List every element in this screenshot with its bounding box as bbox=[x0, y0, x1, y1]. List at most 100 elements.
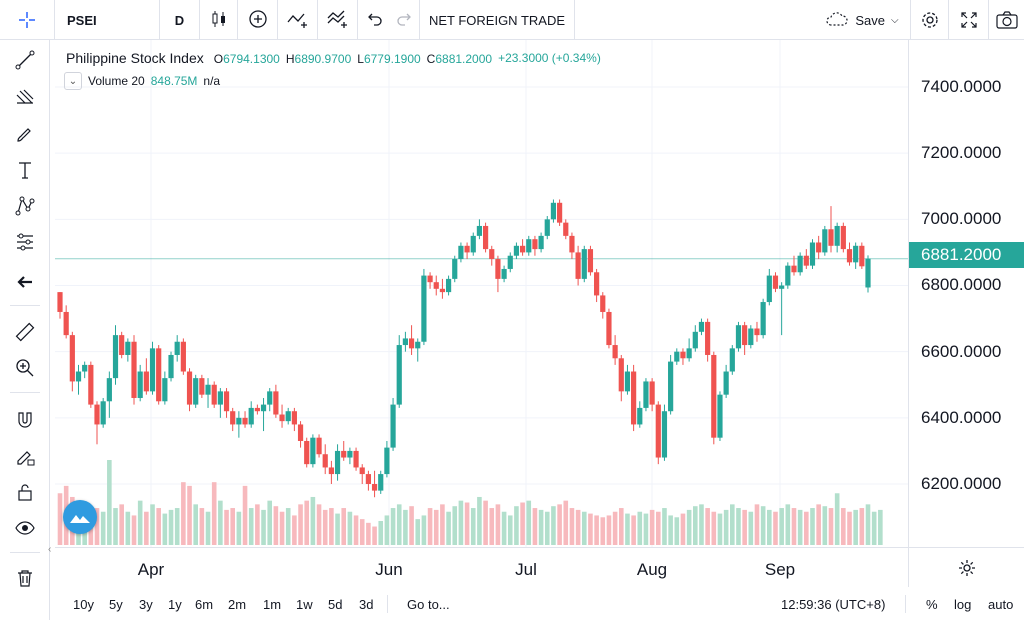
volume-bar bbox=[292, 515, 297, 545]
candle-body bbox=[106, 378, 112, 402]
volume-bar bbox=[711, 511, 717, 545]
volume-bar bbox=[335, 513, 340, 545]
volume-bar bbox=[717, 513, 723, 545]
candle-body bbox=[661, 411, 668, 458]
volume-bar bbox=[261, 509, 266, 545]
eye-icon[interactable] bbox=[9, 514, 41, 542]
brush-icon[interactable] bbox=[9, 120, 41, 148]
candle-body bbox=[119, 335, 125, 355]
time-axis[interactable]: Apr Jun Jul Aug Sep bbox=[55, 547, 908, 587]
candle-body bbox=[156, 348, 162, 402]
time-tick: Apr bbox=[137, 560, 165, 579]
gear-icon[interactable] bbox=[910, 0, 948, 40]
candle-body bbox=[828, 229, 834, 246]
prediction-icon[interactable] bbox=[9, 228, 41, 256]
candle-body bbox=[371, 484, 378, 491]
lock-pencil-icon[interactable] bbox=[9, 442, 41, 470]
volume-bar bbox=[230, 508, 236, 545]
price-scale[interactable]: 7400.0000 7200.0000 7000.0000 6800.0000 … bbox=[908, 40, 1024, 547]
auto-toggle[interactable]: auto bbox=[988, 597, 1014, 612]
chevron-down-icon[interactable]: ⌄ bbox=[64, 72, 82, 90]
crosshair-icon[interactable] bbox=[0, 0, 55, 40]
candle-body bbox=[162, 378, 168, 402]
chart-type-button[interactable] bbox=[200, 0, 238, 40]
candle-body bbox=[408, 338, 415, 349]
collapse-sidebar-icon[interactable]: ‹ bbox=[48, 544, 52, 555]
volume-bar bbox=[131, 515, 137, 545]
legend-close: 6881.2000 bbox=[435, 51, 493, 66]
volume-bar bbox=[526, 500, 532, 545]
candle-body bbox=[384, 447, 390, 475]
candle-body bbox=[538, 235, 544, 250]
logo-icon[interactable] bbox=[63, 500, 97, 534]
ruler-icon[interactable] bbox=[9, 318, 41, 346]
range-3d[interactable]: 3d bbox=[359, 597, 374, 612]
legend-close-key: C bbox=[426, 51, 436, 66]
zoom-icon[interactable] bbox=[9, 354, 41, 382]
candle-body bbox=[668, 361, 674, 412]
undo-icon[interactable] bbox=[358, 0, 390, 40]
log-toggle[interactable]: log bbox=[954, 597, 972, 612]
trendline-icon[interactable] bbox=[9, 46, 41, 74]
range-2m[interactable]: 2m bbox=[228, 597, 247, 612]
percent-toggle[interactable]: % bbox=[926, 597, 938, 612]
pattern-icon[interactable] bbox=[9, 192, 41, 220]
text-icon[interactable] bbox=[9, 156, 41, 184]
candle-body bbox=[643, 381, 649, 408]
add-indicator-button[interactable] bbox=[238, 0, 278, 40]
volume-bar bbox=[242, 485, 248, 545]
symbol-search[interactable]: PSEI bbox=[55, 0, 160, 40]
indicators-button[interactable] bbox=[318, 0, 358, 40]
range-10y[interactable]: 10y bbox=[73, 597, 94, 612]
volume-bar bbox=[797, 509, 803, 545]
fullscreen-icon[interactable] bbox=[948, 0, 988, 40]
candle-body bbox=[396, 345, 402, 405]
candle-body bbox=[507, 255, 513, 269]
volume-bar bbox=[464, 502, 470, 545]
candle-body bbox=[470, 235, 476, 253]
redo-icon[interactable] bbox=[390, 0, 420, 40]
candle-body bbox=[606, 311, 612, 346]
volume-bar bbox=[871, 511, 877, 545]
volume-bar bbox=[218, 500, 223, 545]
volume-legend: ⌄ Volume 20 848.75M n/a bbox=[64, 72, 220, 90]
toolbar-divider bbox=[387, 595, 388, 613]
compare-button[interactable] bbox=[278, 0, 318, 40]
volume-bar bbox=[94, 508, 100, 545]
candle-body bbox=[57, 292, 63, 312]
volume-bar bbox=[507, 515, 513, 545]
candle-body bbox=[624, 371, 631, 392]
magnet-icon[interactable] bbox=[9, 406, 41, 434]
volume-bar bbox=[649, 509, 655, 545]
trash-icon[interactable] bbox=[9, 564, 41, 592]
candle-body bbox=[735, 325, 742, 349]
save-button[interactable]: Save ⌵ bbox=[814, 0, 910, 40]
interval-label: D bbox=[174, 12, 185, 28]
price-tick: 6800.0000 bbox=[921, 275, 1002, 294]
volume-bar bbox=[575, 509, 581, 545]
volume-bar bbox=[181, 482, 186, 545]
candle-body bbox=[316, 437, 322, 455]
range-1y[interactable]: 1y bbox=[168, 597, 182, 612]
lock-icon[interactable] bbox=[9, 478, 41, 506]
top-toolbar: PSEI D NET FOREIGN TRADE Save ⌵ bbox=[0, 0, 1024, 40]
candle-body bbox=[501, 268, 507, 279]
interval-button[interactable]: D bbox=[160, 0, 200, 40]
range-3y[interactable]: 3y bbox=[139, 597, 153, 612]
volume-bar bbox=[396, 504, 402, 545]
range-5d[interactable]: 5d bbox=[328, 597, 343, 612]
range-1w[interactable]: 1w bbox=[296, 597, 313, 612]
goto-button[interactable]: Go to... bbox=[407, 597, 450, 612]
camera-icon[interactable] bbox=[988, 0, 1024, 40]
range-1m[interactable]: 1m bbox=[263, 597, 282, 612]
range-6m[interactable]: 6m bbox=[195, 597, 214, 612]
scale-settings-icon[interactable] bbox=[908, 547, 1024, 587]
price-chart[interactable] bbox=[55, 40, 908, 547]
volume-bar bbox=[310, 496, 316, 545]
range-5y[interactable]: 5y bbox=[109, 597, 123, 612]
volume-bar bbox=[723, 509, 729, 545]
clock[interactable]: 12:59:36 (UTC+8) bbox=[781, 597, 886, 612]
back-arrow-icon[interactable] bbox=[9, 268, 41, 296]
indicator-template-button[interactable]: NET FOREIGN TRADE bbox=[420, 0, 575, 40]
fib-icon[interactable] bbox=[9, 84, 41, 112]
